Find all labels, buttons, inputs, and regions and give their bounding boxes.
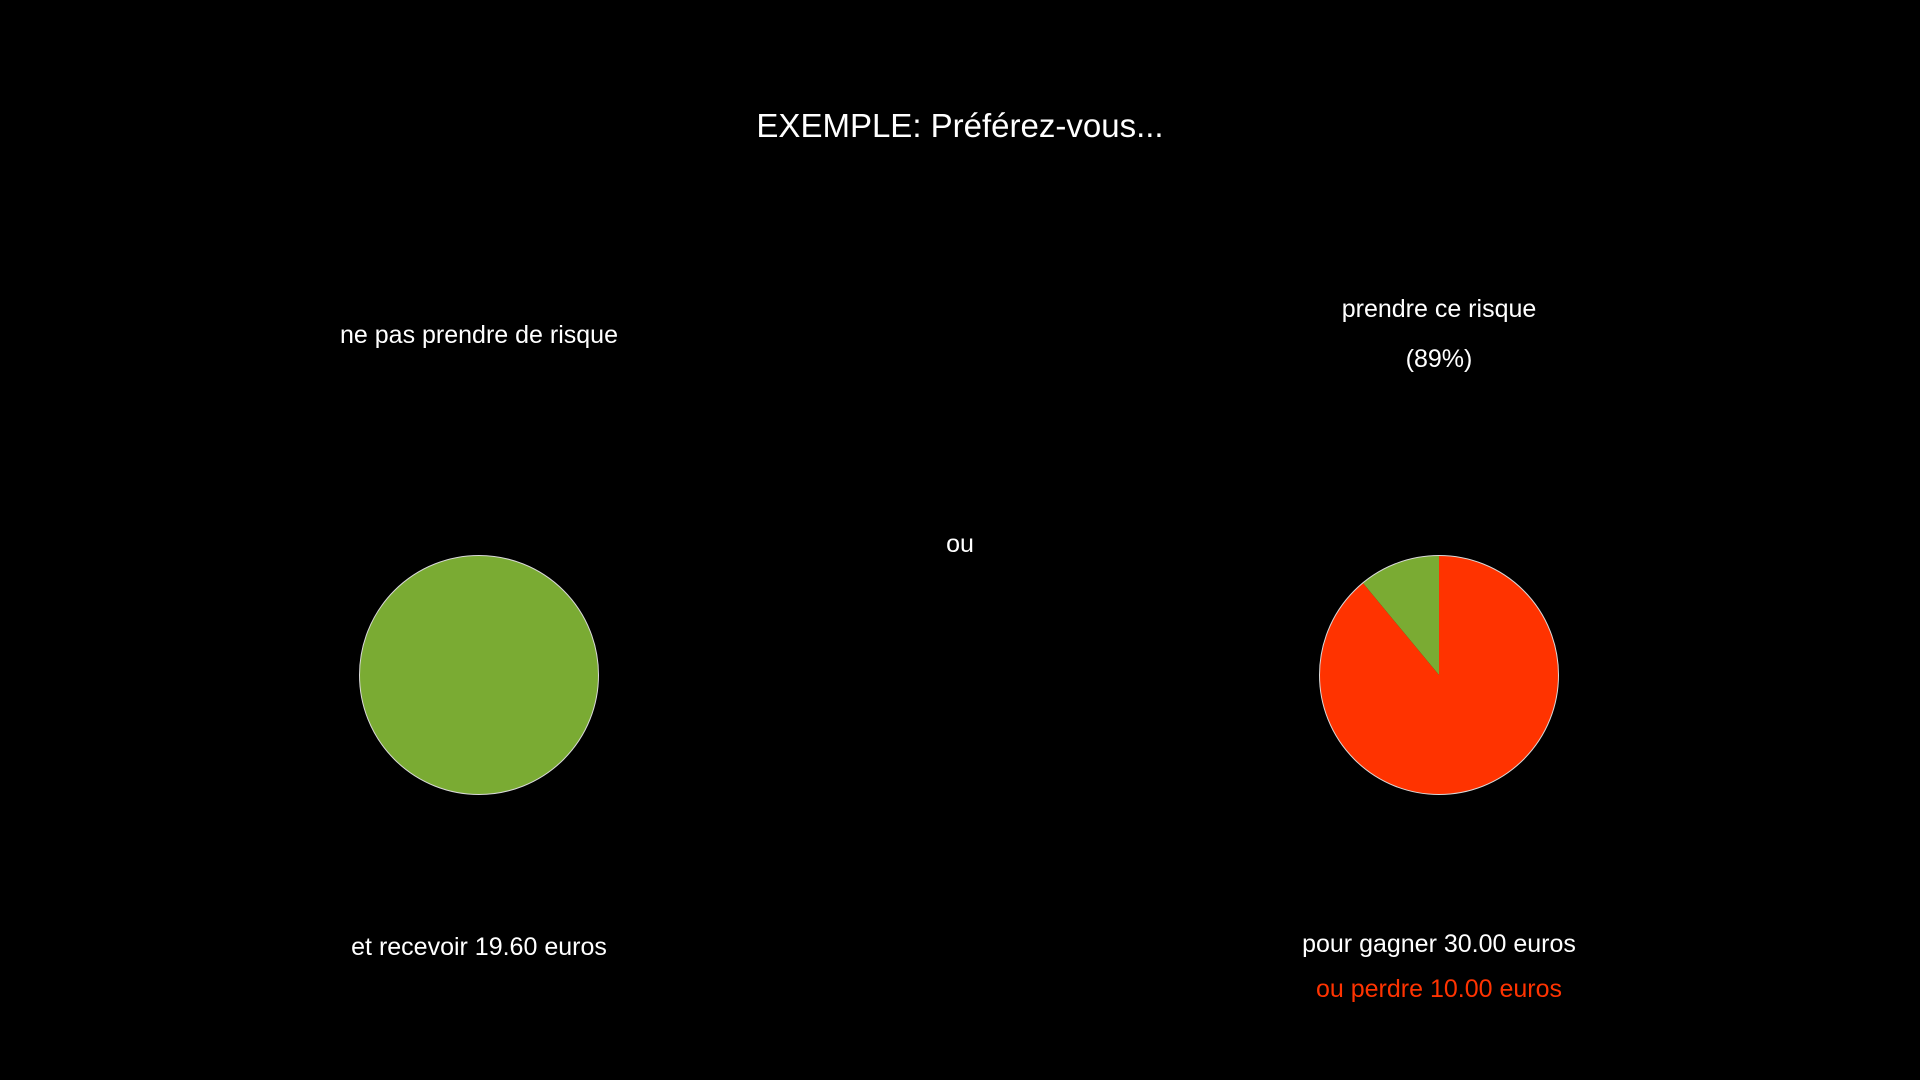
- page-title: EXEMPLE: Préférez-vous...: [756, 107, 1164, 144]
- or-separator: ou: [946, 530, 974, 558]
- safe-pie-slice-gain: [359, 555, 599, 795]
- risky-option-pie[interactable]: [1318, 554, 1560, 796]
- risky-pie-slice-gain: [1362, 555, 1439, 675]
- safe-option-pie[interactable]: [358, 554, 600, 796]
- risky-probability-label: (89%): [1405, 345, 1473, 373]
- safe-option-label[interactable]: ne pas prendre de risque: [340, 321, 618, 349]
- risky-loss-text: ou perdre 10.00 euros: [1315, 975, 1563, 1003]
- safe-pie-outline: [359, 555, 599, 795]
- risky-option-label[interactable]: prendre ce risque: [1341, 295, 1537, 323]
- risky-gain-text: pour gagner 30.00 euros: [1302, 930, 1576, 958]
- safe-option-outcome: et recevoir 19.60 euros: [351, 933, 607, 961]
- risky-pie-outline: [1319, 555, 1559, 795]
